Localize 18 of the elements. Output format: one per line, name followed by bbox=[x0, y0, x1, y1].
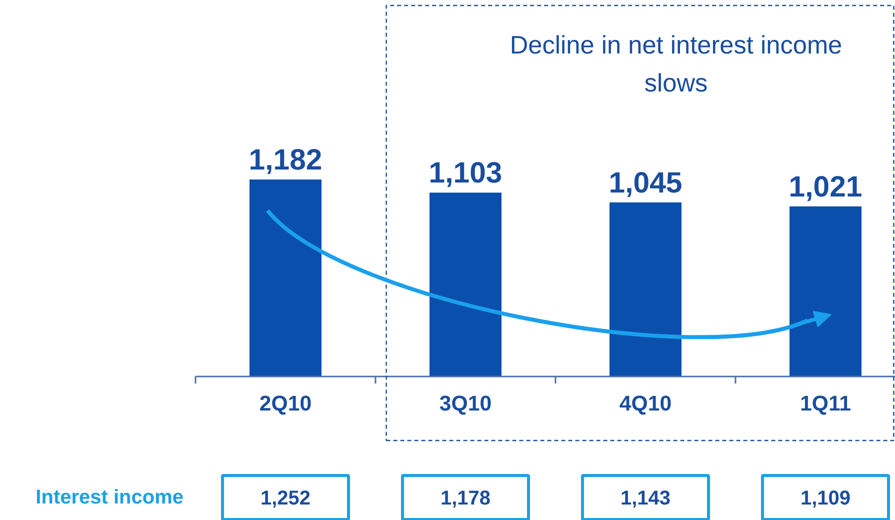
bar bbox=[430, 192, 502, 376]
data-label: 1,182 bbox=[248, 144, 322, 176]
text: Interest income bbox=[36, 486, 184, 508]
data-label: 1,103 bbox=[428, 156, 502, 190]
x-tick-label: 1Q11 bbox=[800, 392, 852, 416]
text: 1,109 bbox=[800, 488, 851, 510]
text: 1,252 bbox=[260, 488, 311, 510]
x-tick-label: 4Q10 bbox=[619, 392, 672, 416]
data-label: 1,045 bbox=[608, 166, 682, 200]
text: 1,178 bbox=[440, 488, 491, 510]
x-tick-label: 3Q10 bbox=[439, 392, 492, 416]
bar bbox=[790, 206, 862, 376]
text: Decline in net interest income slows bbox=[510, 32, 842, 98]
text: 1,143 bbox=[620, 488, 671, 510]
bar bbox=[610, 202, 682, 376]
data-label: 1,021 bbox=[788, 170, 862, 204]
bar bbox=[250, 180, 322, 376]
x-tick-label: 2Q10 bbox=[259, 392, 312, 416]
